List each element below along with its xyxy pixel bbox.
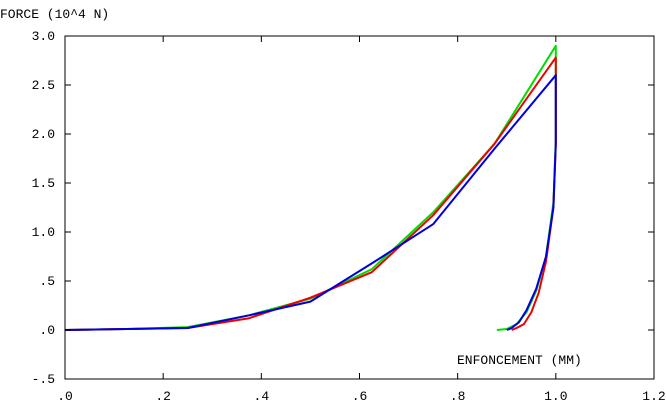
series-lines [64, 44, 557, 331]
series-line-3 [64, 74, 557, 331]
y-tick-label: .5 [39, 274, 55, 289]
y-tick-label: 2.5 [32, 78, 55, 93]
x-tick-label: .4 [254, 389, 270, 404]
axis-ticks: .0.2.4.6.8 1.0 1.2-.5.0.51.01.52.02.53.0 [32, 29, 666, 404]
y-tick-label: .0 [39, 323, 55, 338]
y-tick-label: 3.0 [32, 29, 55, 44]
y-tick-label: 1.0 [32, 225, 55, 240]
y-tick-label: 2.0 [32, 127, 55, 142]
x-tick-label: 1.2 [642, 389, 665, 404]
x-tick-label: .0 [57, 389, 73, 404]
x-tick-label: .2 [155, 389, 171, 404]
x-tick-label: 1.0 [544, 389, 567, 404]
series-line-2 [64, 56, 557, 331]
x-tick-label: .6 [352, 389, 368, 404]
y-tick-label: -.5 [32, 372, 55, 387]
y-tick-label: 1.5 [32, 176, 55, 191]
series-line-1 [64, 44, 557, 331]
x-axis-label: ENFONCEMENT (MM) [457, 353, 582, 368]
x-tick-label: .8 [450, 389, 466, 404]
y-axis-label: FORCE (10^4 N) [0, 7, 109, 22]
